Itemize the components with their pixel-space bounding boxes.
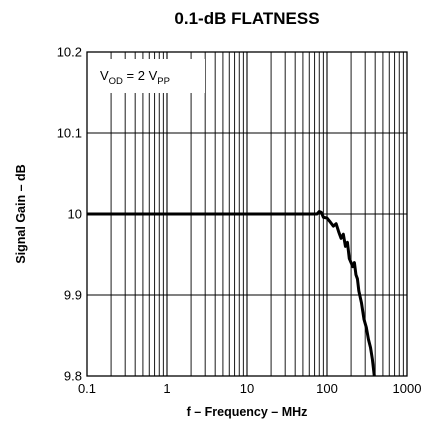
y-tick-label: 9.9	[64, 288, 82, 303]
x-tick-label: 0.1	[78, 381, 96, 396]
chart-title: 0.1-dB FLATNESS	[174, 9, 319, 28]
x-axis-label: f – Frequency – MHz	[187, 405, 308, 419]
y-tick-label: 10	[68, 207, 82, 222]
x-tick-label: 100	[316, 381, 338, 396]
y-tick-label: 9.8	[64, 369, 82, 384]
y-tick-label: 10.2	[57, 45, 82, 60]
annotation-box: VOD = 2 VPP	[95, 59, 205, 93]
series	[87, 210, 376, 377]
y-axis-label: Signal Gain – dB	[14, 164, 28, 263]
x-tick-label: 1000	[393, 381, 422, 396]
x-tick-label: 1	[163, 381, 170, 396]
tick-labels: 0.1 1 10 100 1000 9.8 9.9 10 10.1 10.2	[57, 45, 422, 397]
gain-series-line	[87, 210, 376, 377]
y-tick-label: 10.1	[57, 126, 82, 141]
x-tick-label: 10	[240, 381, 254, 396]
vod-annotation: VOD = 2 VPP	[100, 68, 170, 87]
